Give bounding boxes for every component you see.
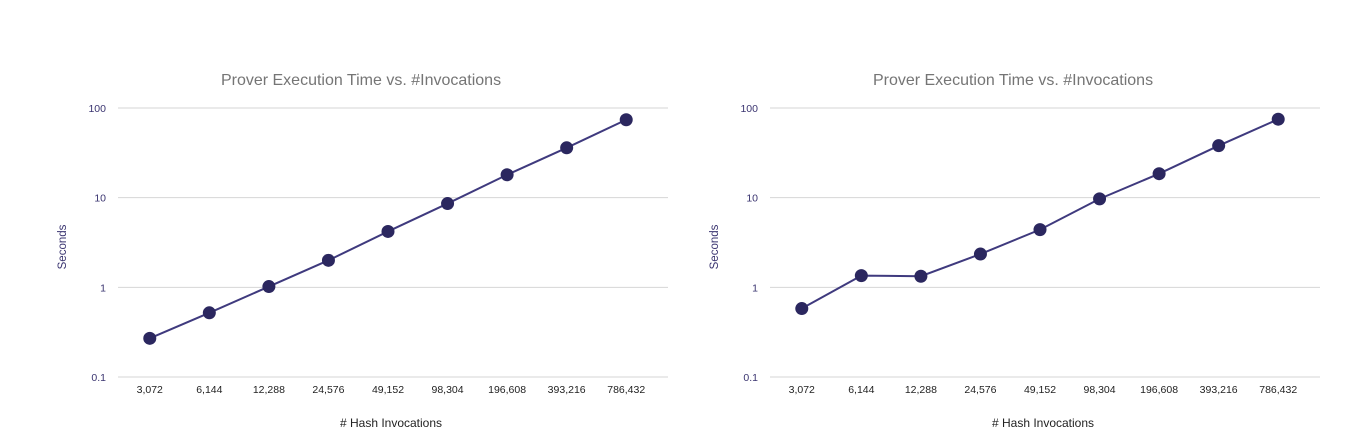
chart-title: Prover Execution Time vs. #Invocations: [221, 72, 501, 89]
data-point: [202, 306, 216, 320]
y-tick-label: 0.1: [91, 372, 106, 384]
x-tick-label: 6,144: [848, 384, 874, 396]
x-tick-layer: 3,072 6,144 12,288 24,576 49,152 98,304 196,60…: [137, 384, 646, 396]
data-point: [1271, 112, 1285, 126]
x-tick-label: 24,576: [312, 384, 344, 396]
data-point: [381, 224, 395, 238]
y-tick-label: 100: [740, 103, 758, 115]
data-point: [441, 197, 455, 211]
x-tick-label: 196,608: [488, 384, 526, 396]
series-layer: [795, 112, 1285, 316]
x-tick-label: 393,216: [548, 384, 586, 396]
x-tick-label: 98,304: [1083, 384, 1115, 396]
data-point: [973, 247, 987, 261]
x-axis-label: # Hash Invocations: [992, 416, 1094, 430]
x-tick-label: 786,432: [607, 384, 645, 396]
chart-panel-right: Prover Execution Time vs. #Invocations S…: [652, 0, 1325, 441]
y-tick-label: 0.1: [743, 372, 758, 384]
x-tick-label: 786,432: [1259, 384, 1297, 396]
x-tick-label: 196,608: [1140, 384, 1178, 396]
data-point: [1212, 139, 1226, 153]
x-tick-label: 3,072: [789, 384, 815, 396]
chart-left: Prover Execution Time vs. #Invocations S…: [57, 72, 668, 430]
data-point: [560, 141, 574, 155]
grid-layer: [770, 107, 1320, 378]
data-point: [1033, 223, 1047, 237]
x-tick-layer: 3,072 6,144 12,288 24,576 49,152 98,304 196,60…: [789, 384, 1298, 396]
y-tick-label: 1: [100, 282, 106, 294]
data-point: [321, 253, 335, 267]
x-tick-label: 393,216: [1200, 384, 1238, 396]
x-tick-label: 49,152: [372, 384, 404, 396]
series-line: [801, 118, 1279, 310]
x-tick-label: 12,288: [253, 384, 285, 396]
y-tick-label: 10: [94, 193, 106, 205]
data-point: [1093, 192, 1107, 206]
chart-title: Prover Execution Time vs. #Invocations: [873, 72, 1153, 89]
y-tick-layer: 0.1 1 10 100: [88, 103, 106, 384]
chart-panel-left: Prover Execution Time vs. #Invocations S…: [57, 72, 668, 430]
x-tick-label: 6,144: [196, 384, 222, 396]
data-point: [500, 168, 514, 182]
y-axis-label: Seconds: [57, 224, 69, 269]
data-point: [619, 113, 633, 127]
grid-layer: [118, 107, 668, 378]
x-tick-label: 49,152: [1024, 384, 1056, 396]
data-point: [262, 280, 276, 294]
x-tick-label: 12,288: [905, 384, 937, 396]
y-tick-label: 1: [752, 282, 758, 294]
y-tick-label: 100: [88, 103, 106, 115]
series-layer: [143, 113, 633, 345]
chart-right: Prover Execution Time vs. #Invocations S…: [709, 72, 1320, 430]
data-point: [1152, 167, 1166, 181]
data-point: [143, 331, 157, 345]
x-tick-label: 24,576: [964, 384, 996, 396]
data-point: [795, 302, 809, 316]
data-point: [854, 269, 868, 283]
y-tick-layer: 0.1 1 10 100: [740, 103, 758, 384]
x-axis-label: # Hash Invocations: [340, 416, 442, 430]
data-point: [914, 269, 928, 283]
x-tick-label: 98,304: [431, 384, 463, 396]
y-axis-label: Seconds: [709, 224, 721, 269]
x-tick-label: 3,072: [137, 384, 163, 396]
y-tick-label: 10: [746, 193, 758, 205]
